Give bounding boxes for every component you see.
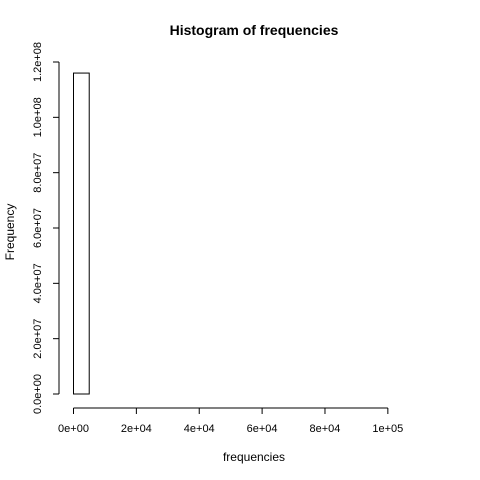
y-axis-label: Frequency [3, 204, 17, 261]
y-tick-label-5: 1.0e+08 [32, 97, 44, 137]
chart-title: Histogram of frequencies [170, 22, 339, 38]
x-tick-label-1: 2e+04 [121, 423, 152, 435]
y-tick-label-2: 4.0e+07 [32, 263, 44, 303]
x-tick-label-2: 4e+04 [184, 423, 215, 435]
y-tick-label-4: 8.0e+07 [32, 153, 44, 193]
x-tick-label-3: 6e+04 [247, 423, 278, 435]
y-tick-label-1: 2.0e+07 [32, 319, 44, 359]
histogram-bar-0 [74, 73, 90, 394]
y-axis: 0.0e+00 2.0e+07 4.0e+07 6.0e+07 8.0e+07 1.0e+… [32, 42, 59, 414]
x-tick-label-5: 1e+05 [372, 423, 403, 435]
histogram-bars [74, 73, 90, 394]
x-axis: 0e+00 2e+04 4e+04 6e+04 8e+04 1e+05 [58, 408, 403, 435]
y-tick-label-0: 0.0e+00 [32, 374, 44, 414]
y-tick-label-6: 1.2e+08 [32, 42, 44, 82]
x-tick-label-0: 0e+00 [58, 423, 89, 435]
x-tick-label-4: 8e+04 [310, 423, 341, 435]
x-axis-label: frequencies [223, 450, 285, 464]
y-tick-label-3: 6.0e+07 [32, 208, 44, 248]
